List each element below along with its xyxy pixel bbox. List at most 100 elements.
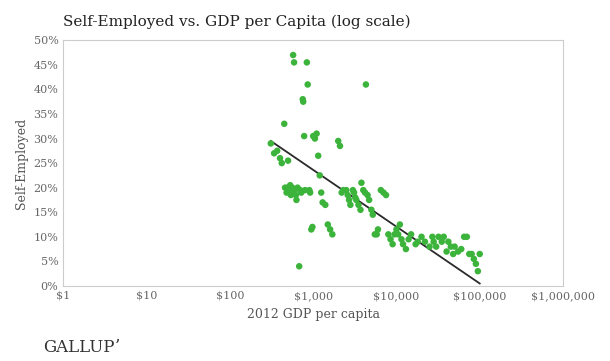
Point	[398, 241, 408, 247]
Point	[406, 231, 416, 237]
Point	[396, 236, 406, 242]
Point	[285, 190, 295, 195]
Point	[339, 187, 348, 193]
Point	[294, 264, 304, 269]
Point	[289, 60, 299, 65]
Point	[388, 241, 398, 247]
Point	[292, 197, 301, 203]
Point	[280, 185, 290, 191]
Point	[351, 197, 361, 203]
Point	[315, 173, 325, 178]
Point	[429, 239, 439, 245]
Point	[364, 197, 374, 203]
Point	[404, 236, 414, 242]
Point	[417, 234, 426, 240]
Point	[286, 192, 296, 198]
Point	[306, 227, 316, 232]
Point	[343, 192, 353, 198]
Point	[295, 187, 305, 193]
Point	[390, 231, 400, 237]
Point	[448, 251, 458, 257]
Point	[442, 249, 451, 255]
Point	[283, 158, 293, 164]
Point	[328, 231, 337, 237]
Point	[413, 239, 423, 245]
Point	[420, 239, 430, 245]
Point	[298, 99, 308, 105]
Point	[411, 241, 420, 247]
Point	[360, 190, 370, 195]
Point	[469, 256, 479, 262]
Point	[272, 148, 282, 154]
Point	[356, 207, 365, 213]
Point	[443, 239, 453, 245]
Point	[381, 192, 391, 198]
Point	[289, 52, 298, 58]
Point	[370, 231, 379, 237]
Point	[279, 121, 289, 127]
Point	[393, 231, 403, 237]
Point	[354, 202, 364, 208]
Point	[312, 131, 321, 136]
Point	[320, 202, 330, 208]
Point	[287, 185, 297, 191]
Point	[302, 60, 312, 65]
Point	[282, 185, 292, 191]
Point	[333, 138, 343, 144]
Point	[467, 251, 476, 257]
Point	[456, 246, 466, 252]
Point	[459, 234, 469, 240]
Point	[335, 143, 345, 149]
Point	[372, 231, 382, 237]
Point	[462, 234, 472, 240]
Point	[450, 244, 459, 249]
Point	[373, 227, 383, 232]
Point	[305, 190, 315, 195]
Point	[363, 192, 373, 198]
Point	[298, 96, 307, 102]
Point	[471, 261, 481, 267]
Point	[384, 231, 393, 237]
Point	[348, 187, 357, 193]
Point	[285, 182, 295, 188]
Point	[300, 187, 310, 193]
Point	[376, 187, 386, 193]
Point	[425, 244, 434, 249]
Point	[361, 82, 371, 87]
X-axis label: 2012 GDP per capita: 2012 GDP per capita	[246, 308, 379, 321]
Point	[303, 82, 312, 87]
Point	[475, 251, 484, 257]
Point	[282, 190, 292, 195]
Point	[395, 222, 405, 227]
Point	[401, 246, 411, 252]
Point	[310, 136, 320, 142]
Point	[350, 195, 360, 200]
Point	[287, 190, 296, 195]
Point	[434, 234, 443, 240]
Point	[357, 180, 367, 186]
Point	[367, 207, 376, 213]
Point	[300, 133, 309, 139]
Point	[439, 234, 448, 240]
Point	[277, 160, 287, 166]
Point	[473, 268, 483, 274]
Point	[359, 187, 368, 193]
Point	[446, 244, 456, 249]
Point	[345, 202, 355, 208]
Point	[344, 197, 354, 203]
Point	[464, 251, 474, 257]
Point	[275, 155, 285, 161]
Point	[379, 190, 389, 195]
Text: GALLUPʼ: GALLUPʼ	[43, 339, 120, 356]
Text: Self-Employed vs. GDP per Capita (log scale): Self-Employed vs. GDP per Capita (log sc…	[63, 15, 411, 29]
Point	[342, 187, 351, 193]
Point	[386, 236, 395, 242]
Point	[307, 224, 317, 230]
Point	[293, 185, 303, 191]
Point	[325, 227, 335, 232]
Point	[296, 190, 306, 195]
Point	[291, 192, 301, 198]
Point	[304, 187, 314, 193]
Point	[431, 244, 441, 249]
Y-axis label: Self-Employed: Self-Employed	[15, 117, 28, 209]
